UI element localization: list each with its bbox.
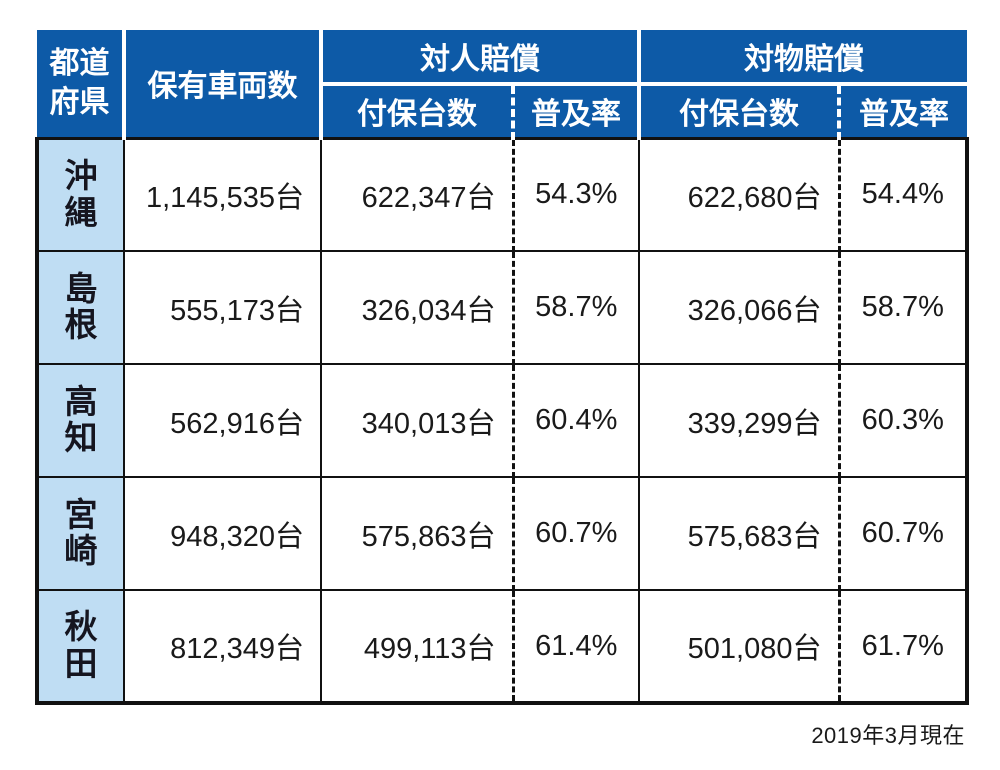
property-insured-value: 622,680台 [639, 136, 841, 252]
bodily-insured-value: 499,113台 [321, 589, 515, 705]
table-row-kochi: 高知 562,916台 340,013台 60.4% 339,299台 60.3… [35, 363, 969, 478]
property-insured-value: 501,080台 [639, 589, 841, 705]
table-body: 沖縄 1,145,535台 622,347台 54.3% 622,680台 54… [35, 136, 969, 705]
bodily-insured-value: 326,034台 [321, 250, 515, 365]
bodily-insured-value: 340,013台 [321, 363, 515, 478]
bodily-insured-value: 575,863台 [321, 476, 515, 591]
table-row-akita: 秋田 812,349台 499,113台 61.4% 501,080台 61.7… [35, 589, 969, 705]
prefecture-name: 秋田 [64, 608, 98, 682]
header-property-coverage-rate: 普及率 [837, 82, 967, 138]
prefecture-name: 沖縄 [64, 156, 98, 231]
header-owned-vehicles: 保有車両数 [122, 30, 323, 138]
bodily-rate-value: 60.7% [513, 476, 640, 591]
prefecture-cell: 高知 [35, 363, 125, 478]
prefecture-cell: 宮崎 [35, 476, 125, 591]
owned-vehicles-value: 1,145,535台 [124, 136, 322, 252]
header-owned-label: 保有車両数 [147, 70, 298, 104]
property-insured-value: 575,683台 [639, 476, 841, 591]
prefecture-name: 高知 [64, 382, 98, 457]
insurance-coverage-table: 都道府県 保有車両数 対人賠償 対物賠償 付保台数 普及率 付保台数 普及率 沖… [35, 30, 969, 705]
bodily-rate-value: 61.4% [513, 589, 640, 705]
prefecture-cell: 秋田 [35, 589, 125, 705]
property-rate-value: 54.4% [839, 136, 969, 252]
owned-vehicles-value: 948,320台 [124, 476, 322, 591]
bodily-rate-value: 60.4% [513, 363, 640, 478]
table-row-shimane: 島根 555,173台 326,034台 58.7% 326,066台 58.7… [35, 250, 969, 365]
bodily-rate-value: 58.7% [513, 250, 640, 365]
header-bodily-coverage-rate: 普及率 [511, 82, 641, 138]
property-rate-value: 61.7% [839, 589, 969, 705]
table-row-miyazaki: 宮崎 948,320台 575,863台 60.7% 575,683台 60.7… [35, 476, 969, 591]
table-row-okinawa: 沖縄 1,145,535台 622,347台 54.3% 622,680台 54… [35, 136, 969, 252]
header-prefecture-label: 都道府県 [49, 47, 110, 120]
header-group-property-damage: 対物賠償 [637, 30, 967, 86]
owned-vehicles-value: 812,349台 [124, 589, 322, 705]
header-prefecture: 都道府県 [37, 30, 126, 138]
owned-vehicles-value: 562,916台 [124, 363, 322, 478]
property-rate-value: 60.3% [839, 363, 969, 478]
bodily-insured-value: 622,347台 [321, 136, 515, 252]
prefecture-name: 島根 [64, 269, 98, 344]
header-group-bodily-injury: 対人賠償 [319, 30, 641, 86]
property-rate-value: 58.7% [839, 250, 969, 365]
as-of-date-note: 2019年3月現在 [811, 723, 965, 748]
header-bodily-insured-count: 付保台数 [319, 82, 513, 138]
owned-vehicles-value: 555,173台 [124, 250, 322, 365]
prefecture-name: 宮崎 [64, 495, 98, 570]
property-insured-value: 339,299台 [639, 363, 841, 478]
header-property-insured-count: 付保台数 [637, 82, 839, 138]
bodily-rate-value: 54.3% [513, 136, 640, 252]
prefecture-cell: 沖縄 [35, 136, 125, 252]
property-insured-value: 326,066台 [639, 250, 841, 365]
table-header: 都道府県 保有車両数 対人賠償 対物賠償 付保台数 普及率 付保台数 普及率 [37, 30, 967, 138]
prefecture-cell: 島根 [35, 250, 125, 365]
property-rate-value: 60.7% [839, 476, 969, 591]
